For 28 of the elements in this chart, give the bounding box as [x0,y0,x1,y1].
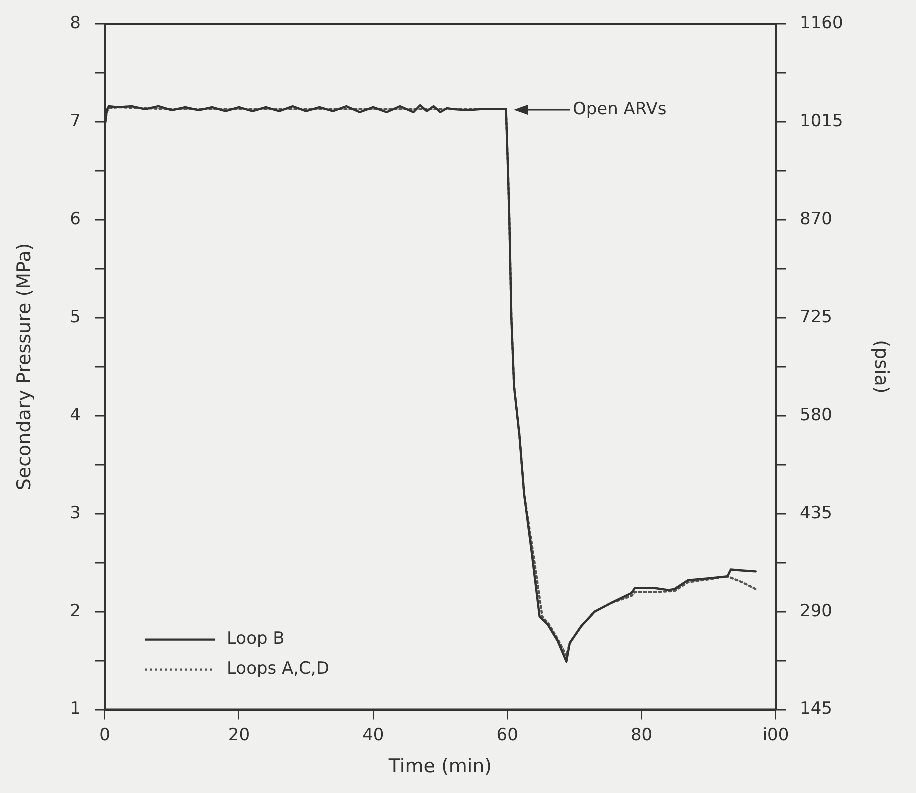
y-axis-title: Secondary Pressure (MPa) [13,243,36,491]
y-tick-label: 8 [70,14,81,34]
y-tick-label: 6 [70,210,81,230]
x-tick-label: 60 [496,725,518,746]
y-tick-label: 1 [70,699,81,720]
y2-tick-label: 1015 [800,112,844,132]
y-tick-label: 4 [70,405,81,426]
y2-tick-label: 870 [800,210,832,230]
y2-tick-label: 725 [800,307,832,328]
x-tick-label: 0 [100,725,110,746]
legend-label: Loop B [227,629,285,650]
x-tick-label: 80 [630,725,653,746]
y-tick-label: 5 [70,307,81,328]
legend-label: Loops A,C,D [227,659,330,680]
y2-tick-label: 290 [800,601,832,622]
x-tick-label: 40 [362,725,384,746]
x-tick-label: 20 [228,725,250,746]
y2-tick-label: 435 [800,503,832,524]
y-tick-label: 3 [70,503,81,524]
annotation: Open ARVs [572,99,667,120]
y-tick-label: 7 [70,112,81,132]
y2-tick-label: 1160 [800,14,844,34]
y2-axis-title: (psia) [870,340,893,394]
x-axis-title: Time (min) [388,756,492,778]
y2-tick-label: 580 [800,405,832,426]
x-tick-label: i00 [762,725,790,746]
y-tick-label: 2 [70,601,81,622]
y2-tick-label: 145 [800,699,832,720]
